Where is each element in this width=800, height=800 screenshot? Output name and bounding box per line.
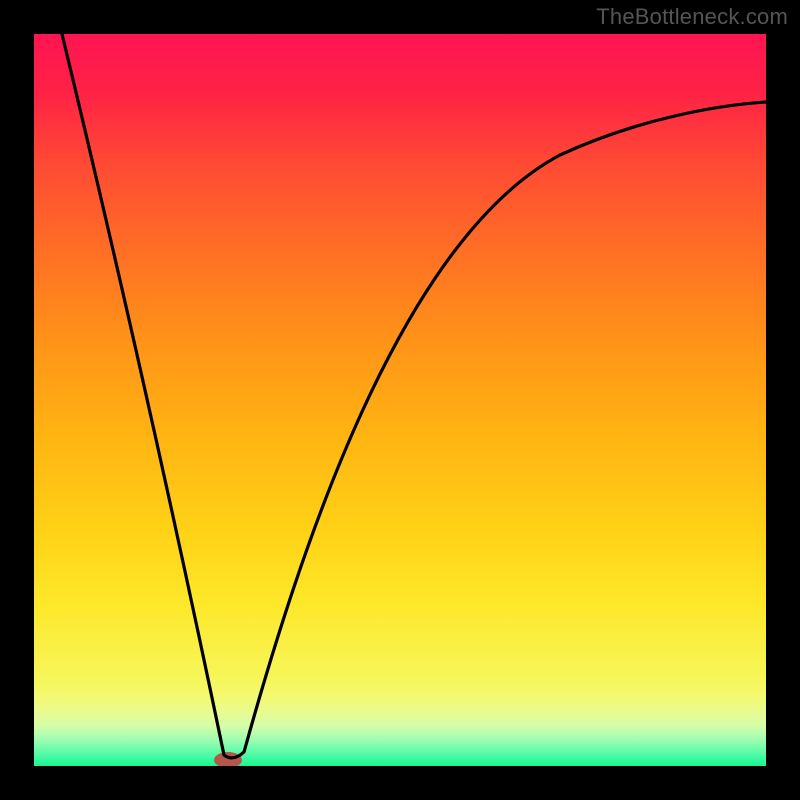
bottleneck-marker — [214, 752, 242, 768]
chart-svg — [0, 0, 800, 800]
gradient-background — [34, 34, 766, 766]
chart-container: { "watermark": { "text": "TheBottleneck.… — [0, 0, 800, 800]
watermark-text: TheBottleneck.com — [596, 4, 788, 30]
